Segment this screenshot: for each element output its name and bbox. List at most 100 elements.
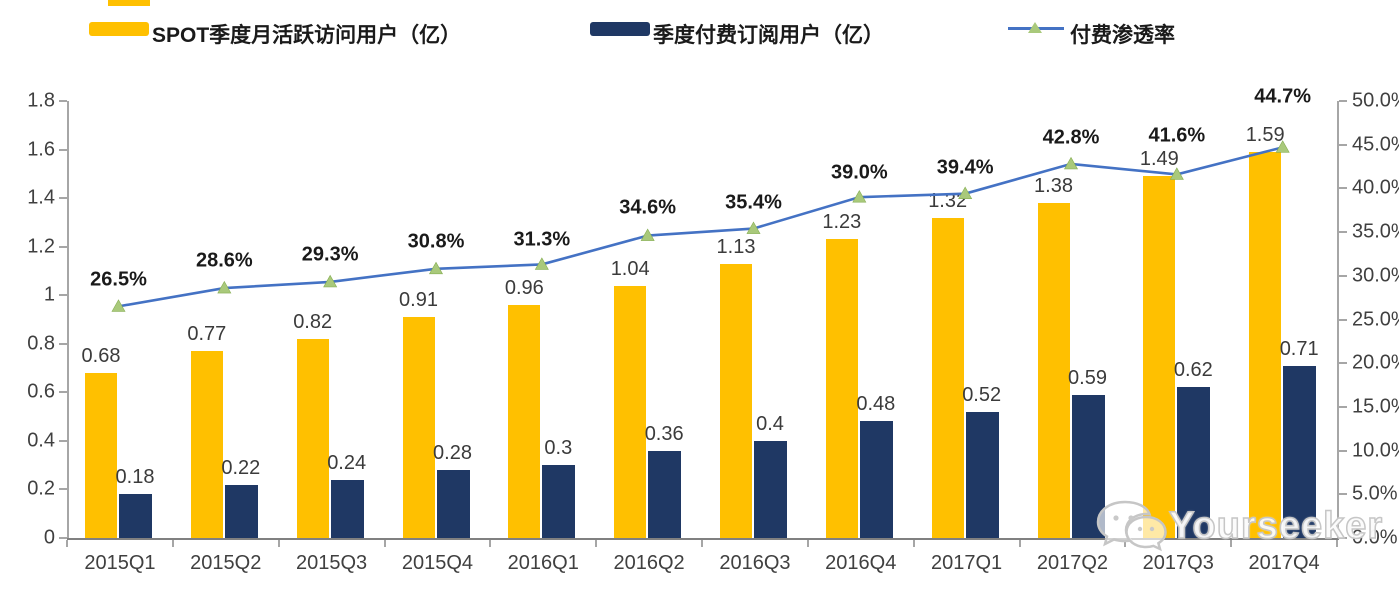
legend-swatch-mau (89, 22, 149, 36)
x-axis-label: 2016Q3 (719, 552, 791, 574)
right-axis-tick-label: 40.0% (1352, 176, 1399, 199)
right-axis-tick (1339, 187, 1347, 190)
legend-triangle-marker-icon (1028, 22, 1042, 33)
mau-bar-label: 0.82 (293, 310, 333, 333)
right-axis-tick (1339, 405, 1347, 408)
left-axis-tick-label: 1.6 (27, 138, 55, 161)
penetration-label: 30.8% (407, 230, 465, 253)
left-axis-tick-label: 0.8 (27, 332, 55, 355)
mau-bar (825, 239, 858, 538)
subscriber-bar-label: 0.4 (756, 412, 784, 435)
right-axis-tick (1339, 318, 1347, 321)
x-axis-line (67, 538, 1339, 540)
penetration-label: 44.7% (1254, 85, 1312, 108)
left-axis-tick-label: 1.4 (27, 186, 55, 209)
left-axis-tick (59, 245, 67, 248)
cropped-yellow-artifact (108, 0, 150, 6)
penetration-marker-icon (111, 299, 126, 312)
mau-bar (402, 317, 435, 538)
right-axis-tick-label: 10.0% (1352, 439, 1399, 462)
subscriber-bar (330, 479, 364, 538)
subscriber-bar-label: 0.52 (962, 383, 1002, 406)
x-axis-tick (489, 540, 492, 547)
right-axis-line (1337, 101, 1339, 538)
subscriber-bar (542, 465, 576, 538)
x-axis-tick (383, 540, 386, 547)
penetration-polyline (118, 146, 1283, 308)
right-axis-tick (1339, 100, 1347, 102)
x-axis-tick (595, 540, 598, 547)
penetration-label: 28.6% (195, 249, 253, 272)
legend-label-penetration: 付费渗透率 (1070, 24, 1175, 47)
mau-bar (931, 217, 964, 538)
mau-bar-label: 0.96 (504, 276, 544, 299)
right-axis-tick (1339, 493, 1347, 496)
mau-bar-label: 0.68 (81, 344, 121, 367)
right-axis-tick-label: 0.0% (1352, 526, 1398, 549)
subscriber-bar-label: 0.28 (433, 442, 472, 465)
right-axis-tick-label: 25.0% (1352, 308, 1399, 330)
mau-bar (1143, 176, 1176, 538)
penetration-label: 42.8% (1042, 126, 1100, 149)
left-axis-tick-label: 0.2 (27, 477, 55, 500)
mau-bar-label: 1.59 (1245, 123, 1285, 146)
legend-label-subscribers: 季度付费订阅用户（亿） (653, 24, 884, 47)
left-axis-tick (59, 100, 67, 102)
subscriber-bar-label: 0.24 (327, 451, 367, 474)
penetration-marker-icon (428, 261, 444, 275)
subscriber-bar-label: 0.48 (856, 393, 896, 416)
right-axis-tick-label: 35.0% (1352, 220, 1399, 243)
left-axis-tick-label: 1.8 (27, 89, 55, 112)
penetration-label: 29.3% (301, 243, 359, 266)
left-axis-tick (59, 294, 67, 297)
right-axis-tick (1339, 274, 1347, 277)
right-axis-tick-label: 15.0% (1352, 395, 1399, 418)
wechat-icon (1096, 500, 1167, 552)
mau-bar (85, 372, 117, 538)
x-axis-label: 2016Q4 (825, 552, 897, 574)
mau-bar (1037, 202, 1070, 538)
penetration-label: 39.0% (830, 161, 888, 184)
penetration-label: 41.6% (1148, 124, 1206, 147)
subscriber-bar-label: 0.59 (1068, 366, 1107, 389)
penetration-marker-icon (852, 190, 867, 203)
penetration-marker-icon (640, 228, 655, 241)
x-axis-tick (277, 540, 280, 547)
subscriber-bar-label: 0.62 (1173, 359, 1213, 382)
subscriber-bar-label: 0.36 (644, 422, 684, 445)
penetration-marker-icon (746, 221, 761, 234)
subscriber-bar (1283, 365, 1317, 538)
mau-bar (190, 351, 223, 538)
left-axis-line (67, 101, 69, 538)
left-axis-tick-label: 1 (43, 283, 55, 306)
left-axis-tick-label: 0.6 (27, 380, 55, 403)
subscriber-bar (754, 440, 787, 538)
right-axis-tick-label: 20.0% (1352, 351, 1399, 374)
subscriber-bar (224, 484, 258, 538)
left-axis-tick-label: 0 (43, 526, 55, 549)
x-axis-tick (912, 540, 915, 547)
left-axis-tick (59, 342, 67, 345)
right-axis-tick-label: 50.0% (1352, 89, 1399, 112)
mau-bar-label: 1.49 (1139, 148, 1179, 171)
left-axis-tick (59, 537, 67, 539)
x-axis-label: 2016Q1 (507, 552, 579, 574)
mau-bar (1249, 151, 1282, 538)
penetration-label: 34.6% (619, 196, 677, 219)
left-axis-tick (59, 391, 67, 394)
mau-bar-label: 1.38 (1034, 174, 1073, 197)
penetration-marker-icon (1063, 156, 1079, 170)
x-axis-label: 2017Q3 (1142, 552, 1214, 574)
right-axis-tick (1339, 537, 1347, 539)
right-axis-tick (1339, 143, 1347, 146)
x-axis-tick (66, 540, 68, 547)
x-axis-tick (171, 540, 174, 547)
legend-label-mau: SPOT季度月活跃访问用户（亿） (152, 24, 462, 47)
mau-bar-label: 1.32 (928, 189, 968, 212)
penetration-label: 35.4% (725, 191, 782, 214)
right-axis-tick (1339, 231, 1347, 234)
subscriber-bar (119, 494, 152, 538)
left-axis-tick-label: 1.2 (27, 235, 55, 258)
right-axis-tick-label: 5.0% (1352, 482, 1398, 505)
